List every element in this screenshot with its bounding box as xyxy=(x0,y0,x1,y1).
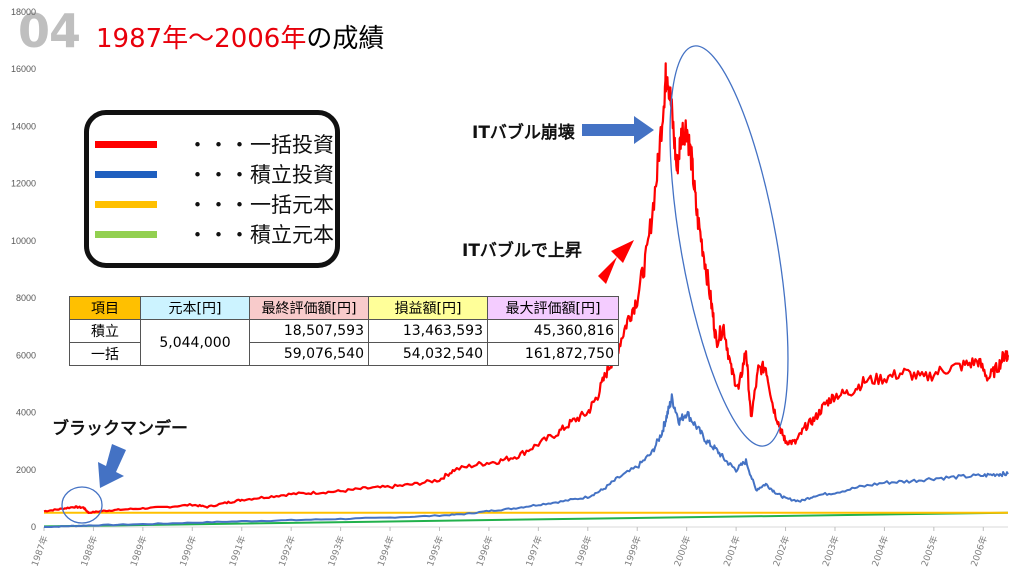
y-tick-label: 0 xyxy=(31,522,36,532)
pnl-cell: 13,463,593 xyxy=(368,319,488,343)
x-tick-label: 2000年 xyxy=(671,534,693,568)
x-tick-label: 2004年 xyxy=(869,534,891,568)
legend-label: ・・・一括投資 xyxy=(187,133,334,157)
it-crash-label: ITバブル崩壊 xyxy=(472,123,575,143)
x-tick-label: 1996年 xyxy=(474,534,496,568)
table-header-cell: 最大評価額[円] xyxy=(487,296,619,320)
legend-item: ・・・積立投資 xyxy=(95,159,334,189)
x-tick-label: 1998年 xyxy=(572,534,594,568)
legend-swatch xyxy=(95,230,157,238)
x-tick-label: 1994年 xyxy=(375,534,397,568)
table-row: 積立 5,044,000 18,507,593 13,463,593 45,36… xyxy=(69,319,619,366)
x-tick-label: 1995年 xyxy=(424,534,446,568)
black-monday-label: ブラックマンデー xyxy=(52,419,188,439)
x-tick-label: 1987年 xyxy=(29,534,51,568)
y-tick-label: 4000 xyxy=(16,408,36,418)
x-tick-label: 1989年 xyxy=(128,534,150,568)
x-tick-label: 2001年 xyxy=(721,534,743,568)
principal-cell: 5,044,000 xyxy=(140,319,250,366)
y-tick-label: 16000 xyxy=(11,64,36,74)
black-monday-circle xyxy=(61,486,103,524)
it-rise-label: ITバブルで上昇 xyxy=(462,241,582,261)
legend-item: ・・・一括元本 xyxy=(95,189,334,219)
x-tick-label: 2005年 xyxy=(918,534,940,568)
x-tick-label: 1990年 xyxy=(177,534,199,568)
y-tick-label: 14000 xyxy=(11,121,36,131)
x-tick-label: 2003年 xyxy=(820,534,842,568)
max-cell: 45,360,816 xyxy=(487,319,619,343)
legend-swatch xyxy=(95,170,157,178)
legend: ・・・一括投資 ・・・積立投資 ・・・一括元本 ・・・積立元本 xyxy=(84,110,340,268)
y-axis: 0 2000 4000 6000 8000 10000 12000 14000 16000 180… xyxy=(11,7,1008,532)
series-line-4 xyxy=(43,511,1009,528)
legend-item: ・・・一括投資 xyxy=(95,129,334,159)
page-title: 1987年〜2006年の成績 xyxy=(96,18,384,55)
legend-label: ・・・一括元本 xyxy=(187,193,334,217)
x-tick-label: 1997年 xyxy=(523,534,545,568)
black-monday-arrow xyxy=(98,444,126,488)
x-tick-label: 2006年 xyxy=(968,534,990,568)
row-label: 積立 xyxy=(69,319,141,343)
series-line-2 xyxy=(43,393,1009,528)
series-layer xyxy=(43,62,1010,528)
legend-item: ・・・積立元本 xyxy=(95,219,334,249)
max-cell: 161,872,750 xyxy=(487,342,619,366)
summary-table: 項目 元本[円] 最終評価額[円] 損益額[円] 最大評価額[円] 積立 5,044,0… xyxy=(69,296,619,366)
legend-swatch xyxy=(95,140,157,148)
crash-ellipse xyxy=(669,45,789,447)
table-header-cell: 元本[円] xyxy=(140,296,250,320)
x-tick-label: 1991年 xyxy=(226,534,248,568)
y-tick-label: 18000 xyxy=(11,7,36,17)
series-line-1 xyxy=(43,62,1010,514)
x-tick-label: 1992年 xyxy=(276,534,298,568)
final-cell: 18,507,593 xyxy=(249,319,369,343)
x-tick-label: 1993年 xyxy=(325,534,347,568)
rise-arrow xyxy=(598,240,634,284)
page-number: 04 xyxy=(18,4,81,58)
title-years: 1987年〜2006年 xyxy=(96,24,307,54)
y-tick-label: 6000 xyxy=(16,350,36,360)
crash-arrow xyxy=(582,116,654,144)
table-header-cell: 項目 xyxy=(69,296,141,320)
x-tick-label: 1999年 xyxy=(622,534,644,568)
y-tick-label: 12000 xyxy=(11,179,36,189)
x-tick-label: 2002年 xyxy=(770,534,792,568)
x-tick-label: 1988年 xyxy=(78,534,100,568)
final-cell: 59,076,540 xyxy=(249,342,369,366)
x-axis: 1987年 1988年 1989年 1990年 1991年 1992年 1993年 1994年… xyxy=(29,527,990,568)
pnl-cell: 54,032,540 xyxy=(368,342,488,366)
legend-label: ・・・積立投資 xyxy=(187,163,334,187)
table-header-cell: 損益額[円] xyxy=(368,296,488,320)
y-tick-label: 2000 xyxy=(16,465,36,475)
title-suffix: の成績 xyxy=(306,24,385,54)
y-tick-label: 8000 xyxy=(16,293,36,303)
table-header-cell: 最終評価額[円] xyxy=(249,296,369,320)
y-tick-label: 10000 xyxy=(11,236,36,246)
table-header-row: 項目 元本[円] 最終評価額[円] 損益額[円] 最大評価額[円] xyxy=(69,296,619,320)
table-row: 一括 59,076,540 54,032,540 161,872,750 xyxy=(69,342,619,366)
row-label: 一括 xyxy=(69,342,141,366)
legend-swatch xyxy=(95,200,157,208)
legend-label: ・・・積立元本 xyxy=(187,223,334,247)
